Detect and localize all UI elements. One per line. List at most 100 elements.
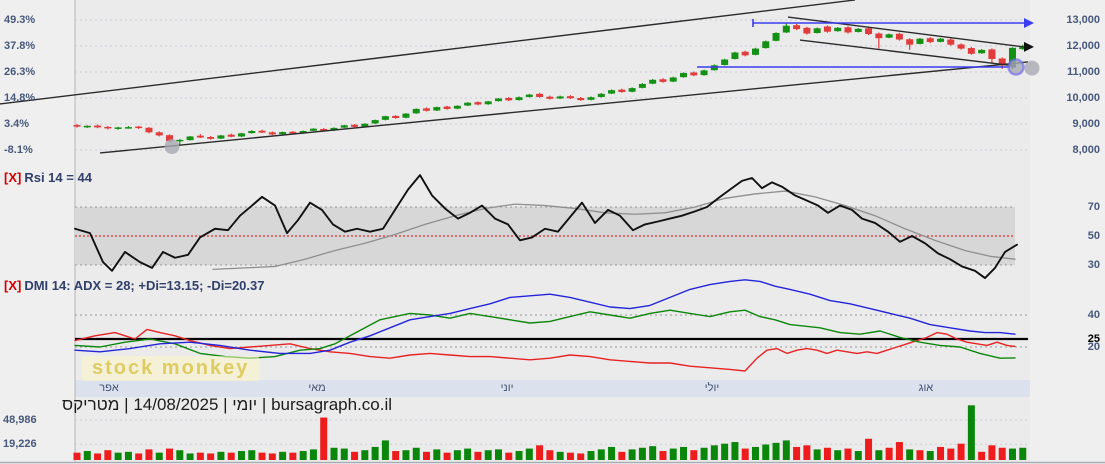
candle-body bbox=[978, 49, 986, 54]
volume-bar bbox=[176, 450, 184, 460]
candle-body bbox=[207, 137, 215, 139]
volume-bar bbox=[351, 451, 359, 460]
volume-bar bbox=[978, 451, 986, 460]
volume-bar bbox=[207, 453, 215, 460]
volume-bar bbox=[618, 451, 626, 460]
volume-bar bbox=[494, 449, 502, 460]
volume-bar bbox=[145, 449, 153, 460]
candle-body bbox=[515, 97, 523, 101]
candle-body bbox=[1008, 47, 1016, 68]
volume-bar bbox=[402, 450, 410, 460]
candle-body bbox=[155, 132, 163, 136]
month-axis-label: יולי bbox=[704, 382, 720, 394]
candle-body bbox=[844, 27, 852, 33]
volume-bar bbox=[926, 451, 934, 460]
candle-body bbox=[186, 136, 194, 141]
candle-body bbox=[505, 98, 513, 101]
volume-bar bbox=[186, 453, 194, 460]
volume-bar bbox=[638, 447, 646, 460]
percent-axis-label: 26.3% bbox=[4, 66, 36, 78]
candle-body bbox=[371, 120, 379, 124]
volume-bar bbox=[237, 451, 245, 460]
candle-body bbox=[998, 58, 1006, 66]
price-axis-label: 12,000 bbox=[1066, 40, 1100, 52]
volume-bar bbox=[895, 442, 903, 460]
volume-bar bbox=[577, 453, 585, 460]
candle-body bbox=[94, 125, 102, 128]
volume-bar bbox=[762, 444, 770, 460]
dmi-axis-label: 25 bbox=[1087, 333, 1100, 345]
volume-bar bbox=[268, 453, 276, 460]
price-axis-label: 9,000 bbox=[1072, 118, 1100, 130]
candle-body bbox=[782, 25, 790, 33]
volume-bar bbox=[844, 448, 852, 460]
volume-bar bbox=[412, 447, 420, 460]
candle-body bbox=[237, 133, 245, 137]
volume-bar bbox=[423, 451, 431, 460]
volume-bar bbox=[124, 451, 132, 460]
candle-body bbox=[83, 125, 91, 128]
candle-body bbox=[957, 44, 965, 49]
candle-body bbox=[340, 125, 348, 128]
rsi-axis-label: 50 bbox=[1087, 230, 1100, 242]
volume-bar bbox=[659, 451, 667, 460]
month-axis-label: יוני bbox=[500, 382, 514, 394]
candle-body bbox=[885, 34, 893, 38]
percent-axis-label: -8.1% bbox=[4, 144, 33, 156]
month-axis-label: אוג bbox=[918, 382, 934, 394]
volume-bar bbox=[998, 447, 1006, 460]
stock-monkey-watermark: stock monkey bbox=[82, 356, 260, 381]
volume-bar bbox=[258, 452, 266, 460]
rsi-close-button[interactable]: [X] bbox=[4, 170, 22, 185]
candle-body bbox=[608, 90, 616, 94]
volume-bar bbox=[474, 451, 482, 460]
candle-body bbox=[258, 130, 266, 133]
dmi-plus-di-line bbox=[74, 309, 1016, 359]
volume-bar bbox=[309, 449, 317, 460]
candle-body bbox=[464, 102, 472, 106]
price-axis-label: 11,000 bbox=[1066, 66, 1100, 78]
candle-body bbox=[618, 89, 626, 93]
resistance-12885-arrow bbox=[1024, 17, 1034, 28]
candle-body bbox=[638, 83, 646, 88]
candle-body bbox=[474, 102, 482, 105]
candle-body bbox=[320, 128, 328, 131]
volume-bar bbox=[710, 445, 718, 460]
dmi-label-text: DMI 14: ADX = 28; +Di=13.15; -Di=20.37 bbox=[24, 278, 265, 293]
candle-body bbox=[865, 28, 873, 35]
volume-bar bbox=[875, 450, 883, 460]
candle-body bbox=[525, 94, 533, 97]
candle-body bbox=[741, 51, 749, 56]
candle-body bbox=[494, 98, 502, 102]
month-axis-strip bbox=[75, 380, 1030, 397]
candle-body bbox=[361, 123, 369, 127]
candle-body bbox=[834, 27, 842, 32]
ascending-channel-top bbox=[0, 0, 856, 105]
candle-body bbox=[854, 28, 862, 32]
volume-bar bbox=[731, 442, 739, 460]
volume-bar bbox=[546, 450, 554, 460]
current-low-circle bbox=[1007, 58, 1025, 76]
volume-bar bbox=[83, 451, 91, 460]
volume-bar bbox=[1008, 448, 1016, 460]
candle-body bbox=[1019, 47, 1027, 50]
volume-bar bbox=[217, 451, 225, 460]
candle-body bbox=[813, 28, 821, 33]
price-axis-label: 10,000 bbox=[1066, 92, 1100, 104]
candle-body bbox=[659, 79, 667, 82]
volume-bar bbox=[700, 447, 708, 460]
candle-body bbox=[700, 70, 708, 76]
volume-bar bbox=[114, 452, 122, 460]
volume-bar bbox=[443, 452, 451, 460]
volume-bar bbox=[947, 448, 955, 460]
volume-bar bbox=[361, 450, 369, 460]
candle-body bbox=[926, 38, 934, 43]
volume-bar bbox=[721, 443, 729, 460]
volume-bar bbox=[680, 446, 688, 460]
candle-body bbox=[135, 126, 143, 129]
target-low-circle bbox=[1024, 60, 1040, 76]
dmi-close-button[interactable]: [X] bbox=[4, 278, 22, 293]
price-axis-label: 13,000 bbox=[1066, 14, 1100, 26]
volume-bar bbox=[608, 446, 616, 460]
